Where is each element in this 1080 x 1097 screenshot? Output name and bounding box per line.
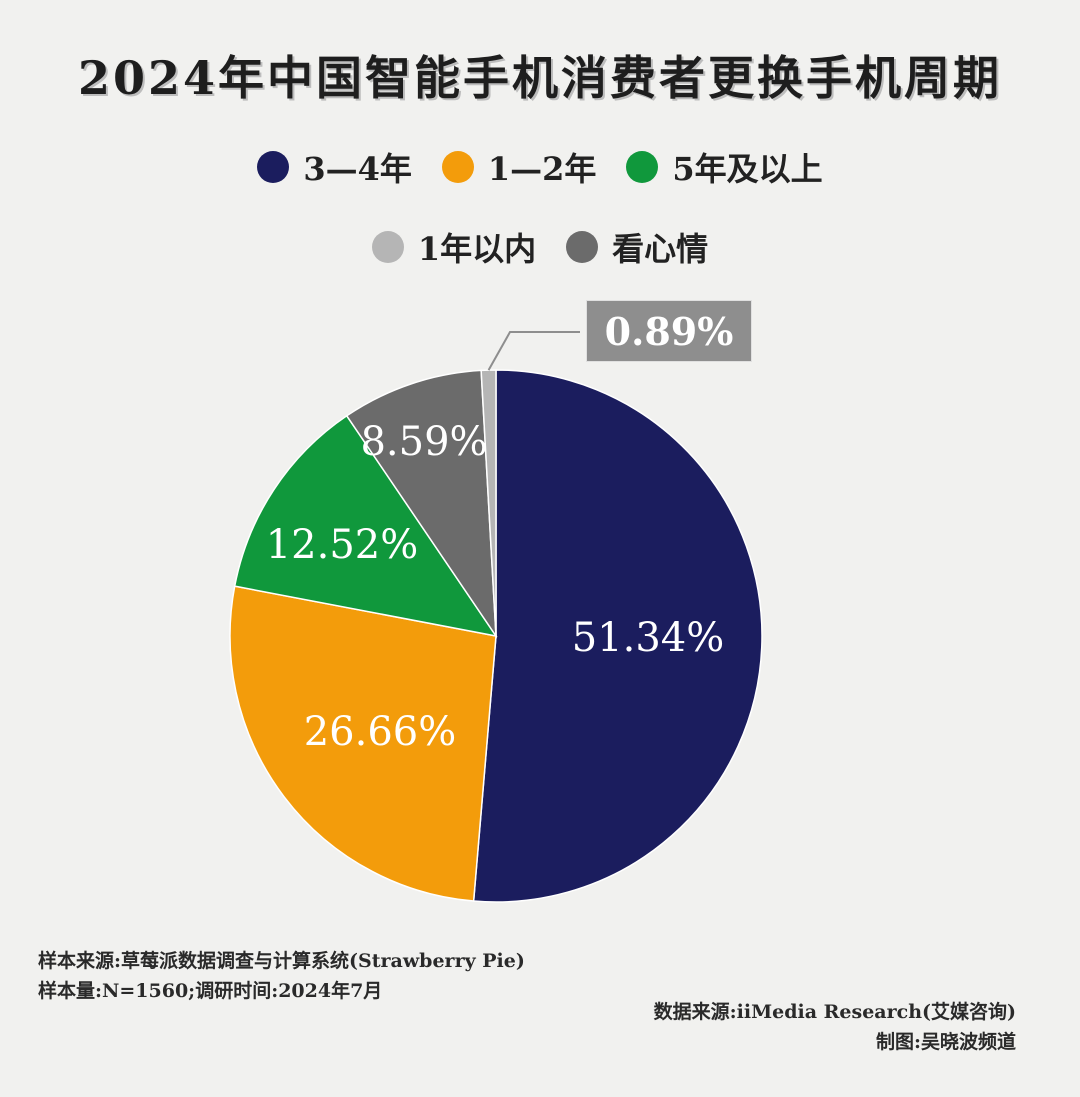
legend-item-1-2-years: 1—2年 xyxy=(441,144,597,190)
pie-slice-3 xyxy=(345,369,497,639)
legend-item-depends-on-mood: 看心情 xyxy=(566,224,708,270)
legend-row-1: 3—4年 1—2年 5年及以上 xyxy=(0,144,1080,190)
credit-text: 制图:吴晓波频道 xyxy=(875,1031,1016,1053)
legend-label: 1—2年 xyxy=(487,150,597,188)
slice-label-3: 8.59% xyxy=(360,419,487,465)
pie-slice-4 xyxy=(480,369,497,637)
legend-label: 1年以内 xyxy=(417,230,537,268)
legend-label: 5年及以上 xyxy=(672,150,823,188)
chart-title: 2024年中国智能手机消费者更换手机周期 xyxy=(77,51,1003,105)
pie-slice-0 xyxy=(472,369,763,903)
leader-line xyxy=(487,331,580,371)
legend-item-5-plus-years: 5年及以上 xyxy=(626,144,823,190)
legend-swatch xyxy=(626,151,659,183)
legend-swatch xyxy=(371,231,404,263)
slice-label-1: 26.66% xyxy=(304,709,457,755)
sample-source-text: 样本来源:草莓派数据调查与计算系统(Strawberry Pie) xyxy=(38,950,525,972)
slice-label-2: 12.52% xyxy=(266,522,419,568)
data-source-text: 数据来源:iiMedia Research(艾媒咨询) xyxy=(653,1001,1016,1023)
legend-swatch xyxy=(566,231,599,263)
sample-size-text: 样本量:N=1560;调研时间:2024年7月 xyxy=(38,980,383,1002)
footnote-credits: 数据来源:iiMedia Research(艾媒咨询) 制图:吴晓波频道 xyxy=(654,997,1016,1057)
legend-label: 3—4年 xyxy=(303,150,412,188)
legend-row-2: 1年以内 看心情 xyxy=(0,224,1080,270)
legend-item-3-4-years: 3—4年 xyxy=(257,144,412,190)
legend-swatch xyxy=(257,151,290,183)
pie-slice-1 xyxy=(229,585,497,902)
legend-item-within-1-year: 1年以内 xyxy=(371,224,537,270)
legend-swatch xyxy=(441,151,474,183)
slice-label-0: 51.34% xyxy=(572,615,725,661)
callout-within-1-year: 0.89% xyxy=(586,300,752,362)
legend-label: 看心情 xyxy=(612,230,709,268)
pie-slice-2 xyxy=(233,414,498,638)
footnote-sample: 样本来源:草莓派数据调查与计算系统(Strawberry Pie) 样本量:N=… xyxy=(38,946,525,1006)
